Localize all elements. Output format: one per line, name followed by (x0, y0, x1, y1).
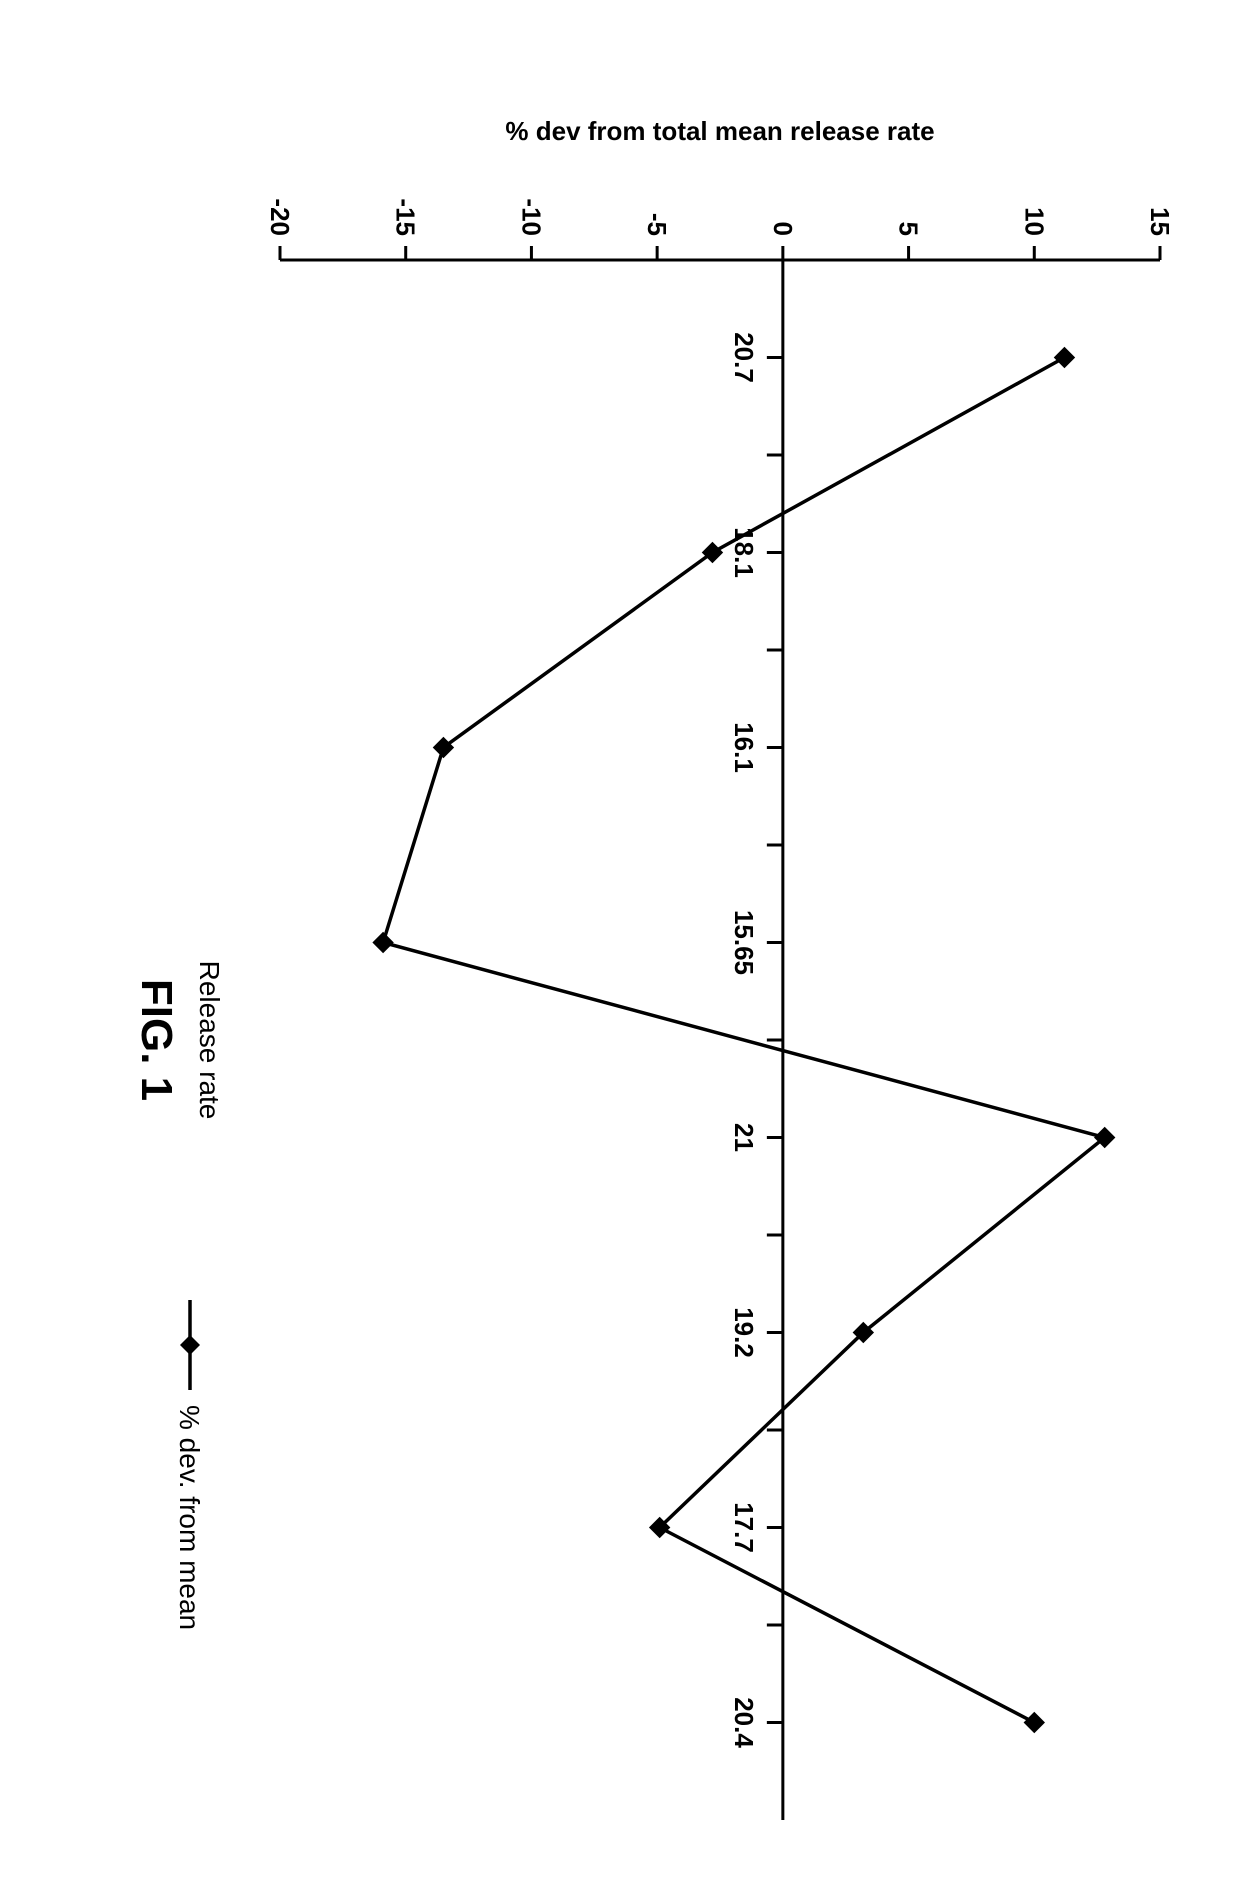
legend-label: % dev. from mean (174, 1405, 205, 1630)
y-tick-label: -20 (265, 198, 295, 236)
y-tick-label: 5 (894, 222, 924, 236)
x-axis-label: Release rate (194, 961, 225, 1120)
x-tick-label: 20.4 (729, 1697, 759, 1748)
x-tick-label: 19.2 (729, 1307, 759, 1358)
x-tick-label: 17.7 (729, 1502, 759, 1553)
x-tick-label: 20.7 (729, 332, 759, 383)
figure-caption: FIG. 1 (132, 979, 181, 1101)
y-tick-label: -10 (516, 198, 546, 236)
y-tick-label: 15 (1145, 207, 1175, 236)
y-axis-label: % dev from total mean release rate (505, 116, 934, 146)
y-tick-label: 10 (1019, 207, 1049, 236)
page: -20-15-10-505101520.718.116.115.652119.2… (0, 0, 1240, 1903)
chart-rotated-wrapper: -20-15-10-505101520.718.116.115.652119.2… (0, 0, 1240, 1903)
chart-svg: -20-15-10-505101520.718.116.115.652119.2… (0, 0, 1240, 1903)
x-tick-label: 21 (729, 1123, 759, 1152)
y-tick-label: 0 (768, 222, 798, 236)
y-tick-label: -15 (391, 198, 421, 236)
y-tick-label: -5 (642, 213, 672, 236)
x-tick-label: 16.1 (729, 722, 759, 773)
x-tick-label: 15.65 (729, 910, 759, 975)
